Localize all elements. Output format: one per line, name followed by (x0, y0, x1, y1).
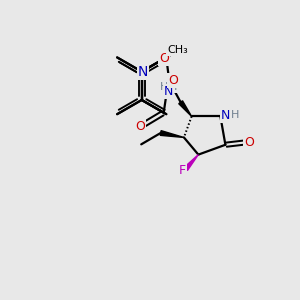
Text: O: O (244, 136, 254, 149)
Text: H: H (160, 82, 168, 92)
Polygon shape (179, 101, 192, 116)
Polygon shape (160, 130, 184, 137)
Text: O: O (168, 74, 178, 87)
Text: N: N (138, 64, 148, 79)
Text: N: N (221, 109, 230, 122)
Text: O: O (159, 52, 169, 65)
Text: CH₃: CH₃ (167, 45, 188, 55)
Text: F: F (179, 164, 186, 177)
Text: N: N (164, 85, 173, 98)
Text: O: O (135, 120, 145, 133)
Text: H: H (169, 82, 177, 92)
Polygon shape (184, 154, 198, 170)
Text: H: H (230, 110, 239, 120)
